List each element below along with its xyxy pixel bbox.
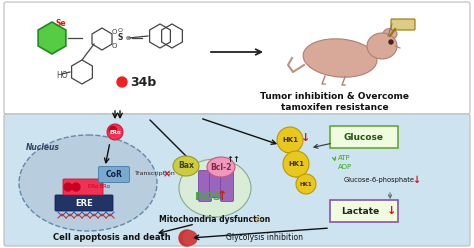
Circle shape xyxy=(277,127,303,153)
Text: Glucose: Glucose xyxy=(344,132,384,142)
Text: ↓: ↓ xyxy=(387,206,397,216)
Circle shape xyxy=(117,77,127,87)
Circle shape xyxy=(64,183,72,191)
Circle shape xyxy=(72,183,80,191)
FancyBboxPatch shape xyxy=(99,166,129,183)
Text: Transcription: Transcription xyxy=(135,172,176,177)
Text: ↓: ↓ xyxy=(412,175,420,185)
FancyBboxPatch shape xyxy=(4,2,470,114)
Text: CoR: CoR xyxy=(106,170,122,179)
Text: Tumor inhibition & Overcome
tamoxifen resistance: Tumor inhibition & Overcome tamoxifen re… xyxy=(261,92,410,112)
Text: O: O xyxy=(126,35,130,40)
Ellipse shape xyxy=(179,159,251,217)
Circle shape xyxy=(283,151,309,177)
Circle shape xyxy=(180,230,196,246)
FancyBboxPatch shape xyxy=(63,179,103,195)
FancyBboxPatch shape xyxy=(4,114,470,246)
Ellipse shape xyxy=(19,135,157,231)
Text: ERE: ERE xyxy=(75,198,93,208)
Text: ↑↑: ↑↑ xyxy=(226,155,240,164)
Ellipse shape xyxy=(383,29,397,39)
Text: HK1: HK1 xyxy=(300,182,312,186)
Text: ↓: ↓ xyxy=(301,133,310,143)
Text: ADP: ADP xyxy=(338,164,352,170)
Circle shape xyxy=(184,232,196,244)
Text: Bax: Bax xyxy=(178,161,194,171)
Text: ⚡: ⚡ xyxy=(254,214,263,226)
Text: 34b: 34b xyxy=(130,75,156,89)
Text: Bcl-2: Bcl-2 xyxy=(210,162,232,172)
Text: ROS: ROS xyxy=(195,192,221,202)
Ellipse shape xyxy=(367,33,397,59)
Circle shape xyxy=(107,124,123,140)
Text: ERα: ERα xyxy=(109,129,121,134)
Circle shape xyxy=(296,174,316,194)
Circle shape xyxy=(389,40,393,44)
Text: S: S xyxy=(117,33,123,42)
Text: Nucleus: Nucleus xyxy=(26,144,60,153)
Text: O: O xyxy=(111,43,117,49)
Text: Glucose-6-phosphate: Glucose-6-phosphate xyxy=(344,177,415,183)
Ellipse shape xyxy=(173,156,199,176)
Text: Mitochondria dysfunction: Mitochondria dysfunction xyxy=(159,216,271,224)
Text: O: O xyxy=(111,29,117,35)
FancyBboxPatch shape xyxy=(330,126,398,148)
Ellipse shape xyxy=(303,39,377,77)
Text: HK1: HK1 xyxy=(288,161,304,167)
Text: ×: × xyxy=(163,169,171,179)
Text: ATP: ATP xyxy=(338,155,351,161)
Circle shape xyxy=(183,231,197,245)
Text: HO: HO xyxy=(56,70,68,80)
Text: O: O xyxy=(118,28,122,32)
FancyBboxPatch shape xyxy=(199,171,211,201)
Text: HK1: HK1 xyxy=(282,137,298,143)
Text: ↑: ↑ xyxy=(217,190,227,204)
Polygon shape xyxy=(38,22,66,54)
Text: Cell apoptosis and death: Cell apoptosis and death xyxy=(53,233,171,242)
Circle shape xyxy=(182,233,192,243)
FancyBboxPatch shape xyxy=(220,171,234,201)
Text: ERα ERα: ERα ERα xyxy=(88,185,110,189)
Ellipse shape xyxy=(207,157,235,177)
FancyBboxPatch shape xyxy=(210,166,222,197)
Circle shape xyxy=(109,126,117,133)
Text: Glycolysis inhibition: Glycolysis inhibition xyxy=(227,233,303,242)
FancyBboxPatch shape xyxy=(391,19,415,30)
Text: Se: Se xyxy=(55,20,66,29)
FancyBboxPatch shape xyxy=(330,200,398,222)
FancyBboxPatch shape xyxy=(55,195,113,211)
Text: Lactate: Lactate xyxy=(341,207,379,216)
